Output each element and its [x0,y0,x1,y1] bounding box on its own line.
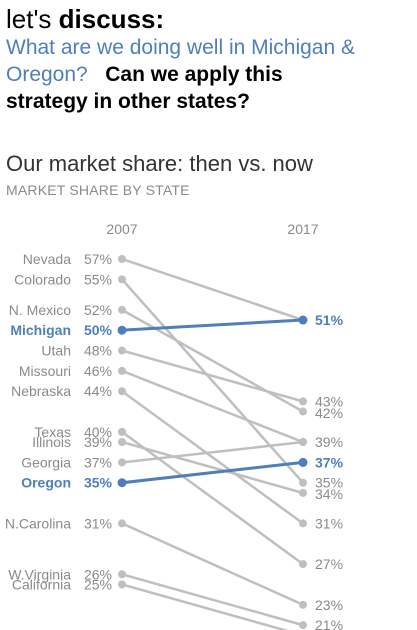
left-value-missouri: 46% [84,363,112,379]
point-nebraska-2017 [299,519,307,528]
series-line-michigan [120,318,305,332]
header-line-1: let's discuss: [6,4,411,34]
left-value-colorado: 55% [84,271,112,287]
question-b-part2: strategy in other states? [6,90,250,113]
right-value-5: 35% [315,475,343,491]
left-value-illinois: 39% [84,434,112,450]
series-line-oregon [120,460,305,485]
point-n-carolina-2007 [118,519,126,528]
chart-title: Our market share: then vs. now [6,151,313,176]
left-state-nevada: Nevada [23,251,71,267]
series-line-colorado [120,278,305,484]
question-a-part2: Oregon? [6,63,88,86]
left-state-colorado: Colorado [14,271,71,287]
right-value-10: 21% [315,617,343,630]
header-question-line-3: Oregon? Can we apply this [6,61,411,88]
left-value-georgia: 37% [84,454,112,470]
left-value-michigan: 50% [84,322,113,338]
series-line-utah [120,349,305,403]
point-california-2007 [118,580,126,589]
header: let's discuss: What are we doing well in… [6,4,411,115]
left-value-utah: 48% [84,343,112,359]
point-illinois-2007 [118,438,126,447]
point-n-mexico-2017 [299,407,307,416]
point-oregon-2007 [117,478,127,488]
left-value-w-virginia: 26% [84,566,112,582]
series-lines [120,257,305,630]
x-tick-2007: 2007 [106,221,137,237]
right-value-1: 43% [315,393,343,409]
left-state-california: California [12,576,71,592]
series-line-california [120,583,289,630]
left-state-utah: Utah [41,343,71,359]
question-a-part1: What are we doing well in Michigan & [6,36,356,59]
series-dots [117,255,308,630]
point-texas-2007 [118,427,126,436]
series-labels: 57% Nevada 55% Colorado 52% N. Mexico 50% Michi… [5,251,344,630]
left-state-illinois: Illinois [32,434,71,450]
left-state-missouri: Missouri [19,363,71,379]
x-tick-2017: 2017 [287,221,318,237]
header-question-a-1: What are we doing well in Michigan & [6,34,411,61]
left-state-oregon: Oregon [21,475,71,491]
series-line-nebraska [120,389,305,525]
point-georgia-2017 [299,438,307,447]
left-value-n-mexico: 52% [84,302,112,318]
series-line-georgia [120,440,305,464]
right-value-4: 37% [315,454,344,470]
header-prefix: let's [6,4,59,34]
right-value-11: 20% [315,629,343,630]
series-line-n-carolina [120,522,305,607]
point-oregon-2017 [298,457,308,467]
header-bold: discuss: [58,4,165,34]
point-w-virginia-2007 [118,570,126,579]
point-illinois-2017 [299,488,307,497]
left-state-n-mexico: N. Mexico [9,302,71,318]
chart-subtitle: MARKET SHARE BY STATE [6,182,190,198]
series-line-w-virginia [120,573,305,627]
left-state-nebraska: Nebraska [11,383,71,399]
series-line-n-mexico [120,308,305,413]
series-line-missouri [120,369,305,444]
header-question-line-4: strategy in other states? [6,88,411,115]
point-colorado-2017 [299,478,307,487]
right-value-9: 23% [315,597,343,613]
left-state-georgia: Georgia [21,454,71,470]
point-n-mexico-2007 [118,305,126,314]
left-value-texas: 40% [84,424,112,440]
left-value-oregon: 35% [84,475,113,491]
point-utah-2017 [299,397,307,406]
left-value-nevada: 57% [84,251,112,267]
left-value-california: 25% [84,576,112,592]
left-state-w-virginia: W.Virginia [8,566,71,582]
point-colorado-2007 [118,275,126,284]
point-n-carolina-2017 [299,600,307,609]
point-michigan-2007 [117,325,127,335]
point-nebraska-2007 [118,387,126,396]
right-value-8: 27% [315,556,343,572]
left-state-texas: Texas [34,424,71,440]
right-value-3: 39% [315,434,343,450]
left-state-michigan: Michigan [10,322,71,338]
point-missouri-2007 [118,366,126,375]
series-line-texas [120,430,305,566]
right-value-7: 31% [315,515,343,531]
point-utah-2007 [118,346,126,355]
right-value-0: 51% [315,312,344,328]
point-georgia-2007 [118,458,126,467]
point-texas-2017 [299,560,307,569]
right-value-6: 34% [315,486,343,502]
right-value-2: 42% [315,405,343,421]
question-b-part1: Can we apply this [105,63,283,86]
point-w-virginia-2017 [299,621,307,630]
left-value-n-carolina: 31% [84,515,112,531]
left-state-n-carolina: N.Carolina [5,515,71,531]
left-value-nebraska: 44% [84,383,112,399]
series-line-nevada [120,257,305,322]
point-michigan-2017 [298,315,308,325]
point-nevada-2007 [118,255,126,263]
series-line-illinois [120,440,305,495]
